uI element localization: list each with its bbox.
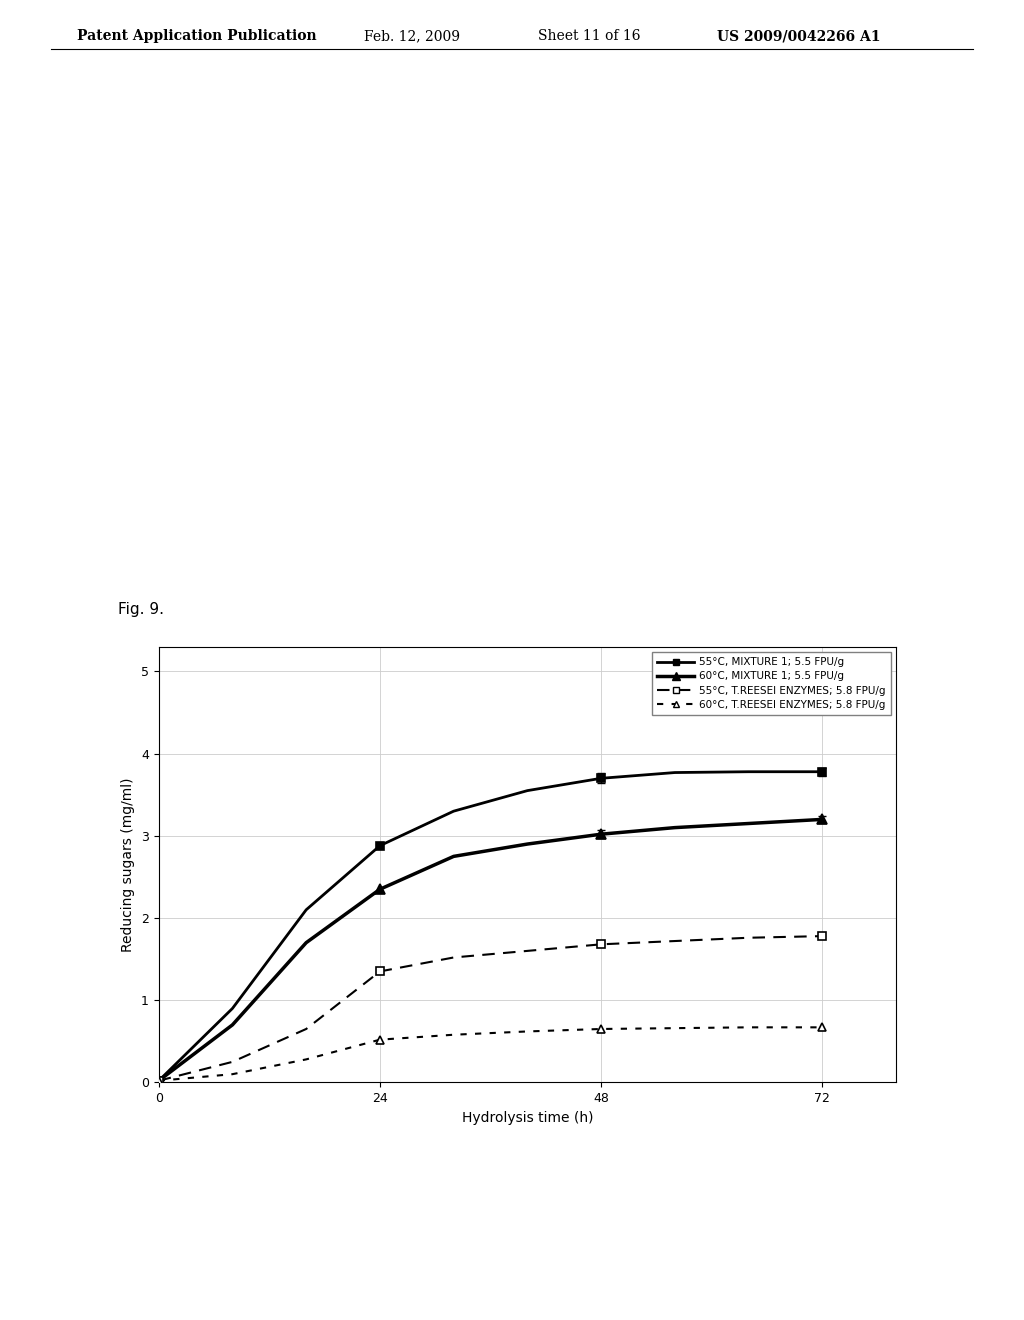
Y-axis label: Reducing sugars (mg/ml): Reducing sugars (mg/ml) <box>122 777 135 952</box>
X-axis label: Hydrolysis time (h): Hydrolysis time (h) <box>462 1110 593 1125</box>
Text: US 2009/0042266 A1: US 2009/0042266 A1 <box>717 29 881 44</box>
Legend: 55°C, MIXTURE 1; 5.5 FPU/g, 60°C, MIXTURE 1; 5.5 FPU/g, 55°C, T.REESEI ENZYMES; : 55°C, MIXTURE 1; 5.5 FPU/g, 60°C, MIXTUR… <box>652 652 891 715</box>
Text: Feb. 12, 2009: Feb. 12, 2009 <box>364 29 460 44</box>
Text: Patent Application Publication: Patent Application Publication <box>77 29 316 44</box>
Text: Fig. 9.: Fig. 9. <box>118 602 164 616</box>
Text: Sheet 11 of 16: Sheet 11 of 16 <box>538 29 640 44</box>
